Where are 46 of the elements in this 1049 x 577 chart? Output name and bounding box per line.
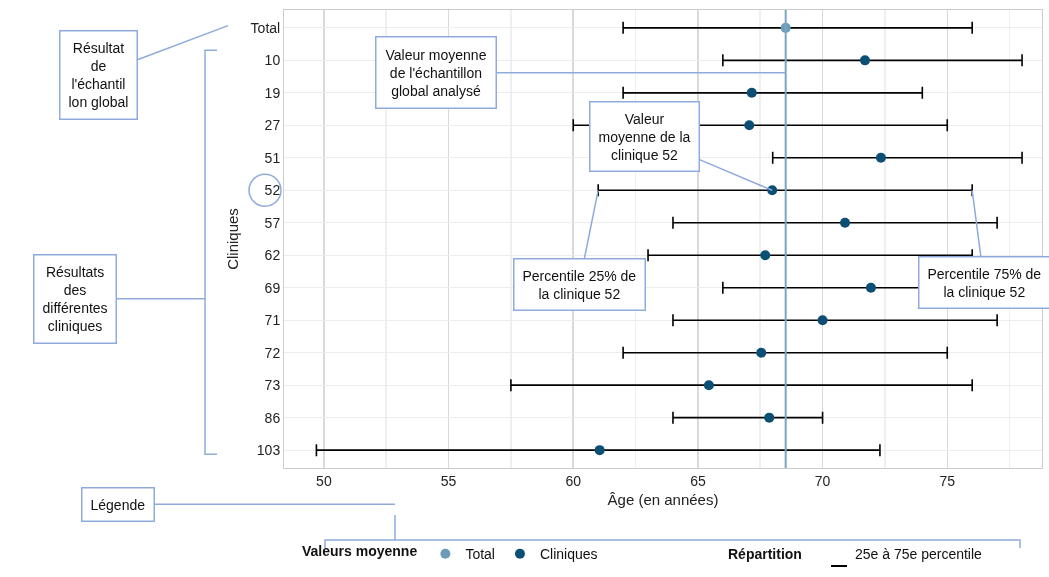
- y-tick-label: 72: [264, 344, 281, 361]
- y-tick-label: 19: [264, 84, 281, 101]
- point: [746, 87, 757, 98]
- y-tick-label: 103: [256, 442, 281, 459]
- x-tick-label: 50: [316, 472, 332, 489]
- y-tick-label: 86: [264, 409, 281, 426]
- annotation: Valeur moyenne de la clinique 52: [598, 110, 691, 163]
- annotation: Percentile 75% de la clinique 52: [927, 265, 1042, 300]
- point: [764, 412, 775, 423]
- legend-title: Valeurs moyenne: [302, 543, 418, 560]
- text: Répartition: [728, 546, 802, 562]
- point: [744, 120, 755, 131]
- x-tick-label: 75: [939, 472, 956, 489]
- y-tick-label: 71: [264, 312, 281, 329]
- y-axis-title: Cliniques: [223, 208, 241, 270]
- text: Légende: [90, 496, 146, 513]
- legend-label: Cliniques: [539, 546, 598, 563]
- point: [760, 250, 771, 261]
- y-tick-label: 57: [264, 214, 281, 231]
- point: [594, 445, 605, 456]
- text: 25e à 75e percentile: [855, 546, 983, 562]
- point: [865, 282, 876, 293]
- ref-line-label: Valeur moyenne de l'échantillon global analysé: [385, 46, 487, 99]
- point: [756, 347, 767, 358]
- x-tick-label: 70: [814, 472, 831, 489]
- point: [703, 380, 714, 391]
- x-tick-label: 60: [565, 472, 582, 489]
- y-tick-label: 52: [264, 182, 281, 199]
- point: [817, 315, 828, 326]
- y-tick-label: 27: [264, 117, 281, 134]
- annotation: Percentile 25% de la clinique 52: [522, 267, 637, 302]
- legend-label: Total: [465, 546, 495, 563]
- y-tick-label: Total: [250, 19, 281, 36]
- x-axis-title: Âge (en années): [607, 490, 719, 508]
- y-tick-label: 73: [264, 377, 281, 394]
- x-tick-label: 65: [690, 472, 706, 489]
- y-tick-label: 51: [264, 149, 281, 166]
- y-tick-label: 10: [264, 52, 281, 69]
- y-tick-label: 62: [264, 247, 281, 264]
- text: Résultat de l'échantillon global: [68, 39, 129, 111]
- point: [875, 152, 886, 163]
- text: Résultats des différentes cliniques: [42, 263, 108, 335]
- point: [840, 217, 851, 228]
- point: [859, 55, 870, 66]
- y-tick-label: 69: [264, 279, 281, 296]
- x-tick-label: 55: [440, 472, 457, 489]
